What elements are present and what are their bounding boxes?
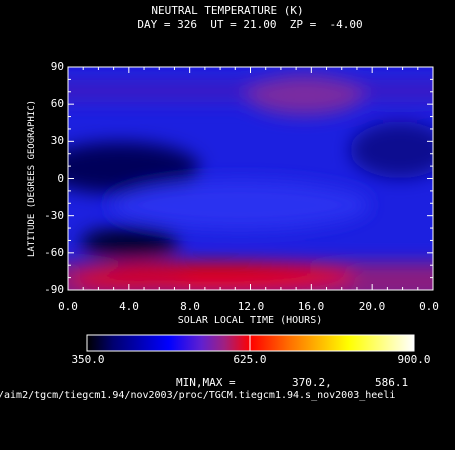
x-tick-label: 0.0 <box>419 300 439 313</box>
y-tick-label: 60 <box>50 97 64 110</box>
x-axis-label: SOLAR LOCAL TIME (HOURS) <box>177 315 323 326</box>
chart-subtitle: DAY = 326 UT = 21.00 ZP = -4.00 <box>137 18 363 31</box>
y-tick-label: -30 <box>44 209 64 222</box>
min-value: 370.2, <box>292 376 332 389</box>
x-tick-label: 8.0 <box>180 300 200 313</box>
x-tick-label: 16.0 <box>297 300 325 313</box>
y-tick-label: -90 <box>44 283 64 296</box>
y-tick-label: 30 <box>50 134 64 147</box>
y-tick-label: 0 <box>57 172 64 185</box>
y-tick-label: 90 <box>50 60 64 73</box>
heatmap-field <box>68 67 433 290</box>
chart-title: NEUTRAL TEMPERATURE (K) <box>151 4 304 17</box>
axis-ticks <box>67 66 434 291</box>
x-tick-label: 4.0 <box>119 300 139 313</box>
y-tick-label: -60 <box>44 246 64 259</box>
max-value: 586.1 <box>375 376 409 389</box>
min-max-label: MIN,MAX = <box>176 376 236 389</box>
x-tick-label: 20.0 <box>358 300 386 313</box>
colorbar-mid-label: 625.0 <box>233 353 267 366</box>
x-tick-label: 12.0 <box>237 300 265 313</box>
colorbar-min-label: 350.0 <box>71 353 105 366</box>
x-tick-label: 0.0 <box>58 300 78 313</box>
source-file-path: /aim2/tgcm/tiegcm1.94/nov2003/proc/TGCM.… <box>0 390 396 401</box>
colorbar-max-label: 900.0 <box>397 353 431 366</box>
